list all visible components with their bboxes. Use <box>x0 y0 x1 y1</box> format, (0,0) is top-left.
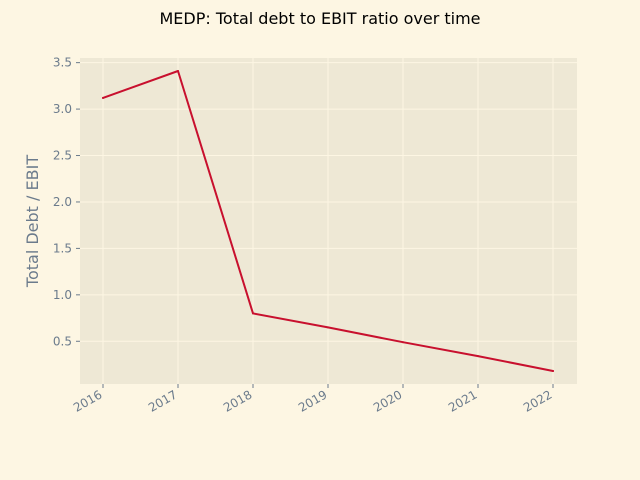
series-layer <box>102 70 554 372</box>
data-point <box>477 355 479 358</box>
data-point <box>102 96 104 99</box>
y-tick-label: 3.5 <box>53 56 72 70</box>
y-tick-label: 3.0 <box>53 102 72 116</box>
y-tick-label: 1.5 <box>53 241 72 255</box>
y-tick-label: 2.0 <box>53 195 72 209</box>
y-tick-label: 2.5 <box>53 149 72 163</box>
data-point <box>552 369 554 372</box>
grid <box>80 58 577 384</box>
data-point <box>252 312 254 315</box>
chart-title: MEDP: Total debt to EBIT ratio over time <box>159 9 480 28</box>
data-point <box>327 326 329 329</box>
y-tick-label: 1.0 <box>53 288 72 302</box>
data-point <box>402 341 404 344</box>
y-axis-label: Total Debt / EBIT <box>23 155 42 288</box>
y-tick-label: 0.5 <box>53 334 72 348</box>
data-point <box>177 70 179 73</box>
